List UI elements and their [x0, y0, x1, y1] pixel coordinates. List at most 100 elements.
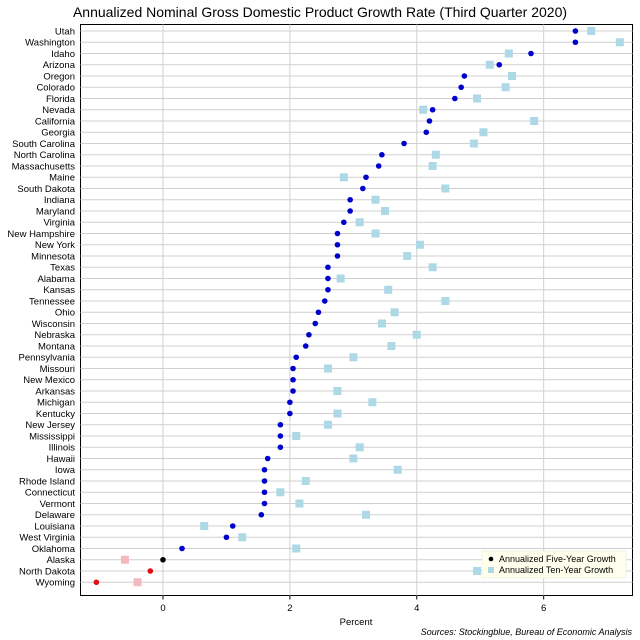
ten-year-point [530, 117, 539, 125]
y-tick-label: Hawaii [46, 454, 75, 465]
five-year-point [334, 230, 341, 237]
ten-year-point [349, 353, 358, 362]
y-tick-label: North Carolina [14, 150, 76, 161]
five-year-point [264, 455, 271, 462]
plot-area [80, 24, 633, 596]
grid-layer [80, 24, 633, 596]
legend-box [481, 550, 627, 579]
legend: Annualized Five-Year Growth Annualized T… [481, 550, 627, 579]
ten-year-point [428, 162, 437, 170]
five-year-point [528, 50, 534, 57]
five-year-point [277, 444, 284, 451]
ten-year-point [419, 105, 428, 114]
y-tick-label: Pennsylvania [18, 353, 75, 364]
ten-year-point [368, 398, 377, 407]
y-tick-label: Indiana [44, 195, 76, 206]
five-year-point [261, 478, 268, 484]
y-tick-label: Colorado [36, 83, 75, 94]
five-year-point [93, 579, 100, 586]
y-tick-label: Alabama [38, 274, 76, 285]
y-tick-label: Connecticut [25, 488, 76, 499]
five-year-point [261, 466, 268, 473]
ten-year-point [403, 252, 412, 260]
five-year-point [423, 129, 430, 136]
legend-five-year-marker [488, 556, 494, 562]
five-year-point [334, 253, 341, 259]
five-year-point [179, 545, 185, 552]
five-year-point [572, 39, 579, 46]
ten-year-point [323, 364, 332, 373]
ten-year-point [295, 499, 304, 508]
ten-year-point [393, 465, 402, 474]
y-tick-label: Louisiana [34, 521, 75, 532]
ten-year-point [355, 218, 364, 227]
ten-year-point [349, 454, 358, 463]
ten-year-point [390, 308, 399, 317]
y-tick-label: Maine [49, 173, 75, 184]
five-year-point [293, 354, 300, 361]
ten-year-point [133, 578, 142, 587]
five-year-point [258, 511, 265, 518]
y-tick-label: Virginia [43, 218, 75, 229]
y-tick-label: Iowa [55, 465, 76, 476]
y-tick-label: Utah [55, 26, 75, 37]
y-tick-label: New Jersey [25, 420, 75, 431]
five-year-point [261, 500, 268, 507]
five-year-point [379, 151, 385, 158]
five-year-point [287, 410, 293, 417]
ten-year-point [336, 274, 345, 283]
chart-title: Annualized Nominal Gross Domestic Produc… [73, 4, 567, 20]
ten-year-point [479, 128, 488, 137]
ten-year-point [473, 94, 482, 103]
x-tick-label: 6 [541, 603, 546, 614]
ten-year-point [485, 60, 494, 69]
five-year-point [341, 219, 347, 226]
five-year-point [375, 163, 382, 169]
five-year-point [325, 264, 331, 271]
ten-year-point [501, 83, 510, 92]
x-axis-label: Percent [340, 617, 373, 628]
five-year-point [458, 84, 464, 91]
five-year-point [426, 118, 433, 124]
five-year-point [229, 523, 236, 529]
five-year-point [325, 275, 331, 282]
ten-year-point [384, 285, 393, 294]
y-tick-label: Arkansas [35, 386, 75, 397]
five-year-point [334, 241, 341, 248]
ten-year-point [339, 173, 348, 182]
series-five-year [93, 28, 579, 586]
five-year-point [429, 106, 436, 113]
legend-five-year-label: Annualized Five-Year Growth [499, 554, 616, 564]
y-tick-label: New Hampshire [7, 229, 75, 240]
five-year-point [290, 376, 296, 383]
y-tick-label: Rhode Island [19, 476, 75, 487]
five-year-point [160, 556, 166, 563]
five-year-point [321, 298, 328, 304]
x-tick-label: 0 [160, 603, 165, 614]
ten-year-point [615, 38, 624, 47]
five-year-point [461, 73, 468, 79]
ten-year-point [441, 297, 450, 305]
y-tick-label: Idaho [51, 49, 75, 60]
source-note: Sources: Stockingblue, Bureau of Economi… [421, 627, 633, 637]
ten-year-point [587, 27, 596, 35]
ten-year-point [387, 342, 396, 350]
five-year-point [277, 433, 284, 439]
y-tick-label: Maryland [36, 206, 75, 217]
y-tick-label: Georgia [41, 128, 76, 139]
five-year-point [325, 286, 331, 293]
ten-year-point [333, 409, 342, 418]
y-tick-label: Texas [50, 263, 75, 274]
y-tick-label: Kansas [43, 285, 75, 296]
five-year-point [315, 309, 322, 316]
five-year-point [496, 61, 503, 68]
y-tick-label: Arizona [43, 60, 76, 71]
y-tick-label: Washington [25, 38, 75, 49]
ten-year-point [441, 184, 450, 193]
five-year-point [290, 365, 296, 372]
y-tick-label: New Mexico [23, 375, 75, 386]
x-axis-ticks: 0 2 4 6 [160, 595, 546, 614]
ten-year-point [238, 533, 247, 542]
y-tick-label: Delaware [35, 510, 75, 521]
y-tick-label: Massachusetts [12, 161, 76, 172]
